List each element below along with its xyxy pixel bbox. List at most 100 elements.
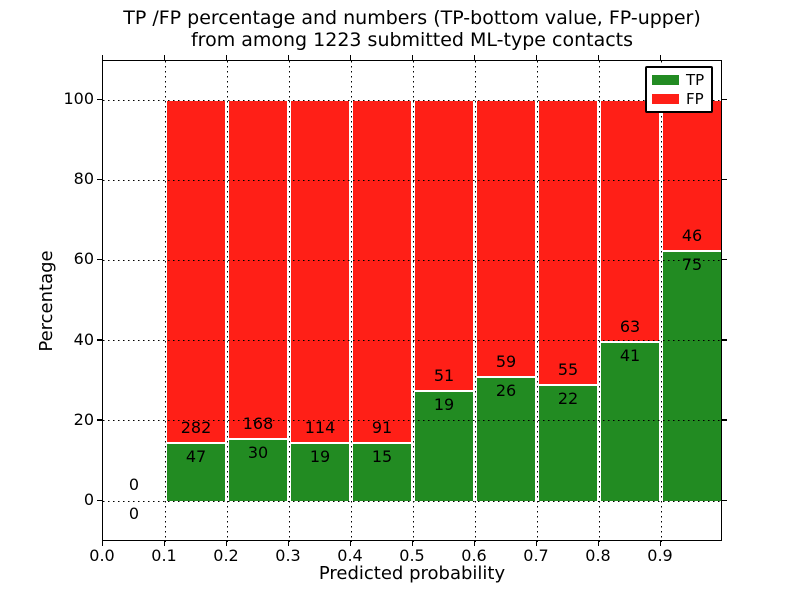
fp-count-label-0.7-0.8: 55 bbox=[557, 360, 579, 380]
x-tick-bottom-0.5 bbox=[411, 541, 413, 546]
y-axis-label: Percentage bbox=[36, 250, 57, 352]
bar-segment-fp-0.4-0.5 bbox=[353, 101, 411, 443]
x-tick-bottom-0.6 bbox=[473, 541, 475, 546]
bar-segment-tp-0.6-0.7 bbox=[477, 378, 535, 501]
fp-count-label-0.4-0.5: 91 bbox=[371, 418, 393, 438]
x-gridline-0.7 bbox=[537, 61, 538, 542]
bar-segment-tp-0.1-0.2 bbox=[167, 443, 225, 501]
legend-item-fp: FP bbox=[652, 91, 706, 107]
y-tick-left-40 bbox=[97, 339, 102, 341]
bar-segment-tp-0.8-0.9 bbox=[601, 342, 659, 501]
tp-count-label-0.1-0.2: 47 bbox=[185, 446, 207, 466]
fp-count-label-0.0-0.1: 0 bbox=[128, 475, 140, 494]
bar-segment-fp-0.8-0.9 bbox=[601, 101, 659, 341]
x-tick-bottom-0.7 bbox=[535, 541, 537, 546]
x-tick-label-0.2: 0.2 bbox=[213, 546, 239, 565]
legend-label-fp: FP bbox=[686, 89, 704, 108]
y-tick-label-80: 80 bbox=[73, 169, 94, 189]
bar-segment-fp-0.9-1.0 bbox=[663, 101, 721, 251]
y-tick-right-60 bbox=[722, 258, 727, 261]
x-gridline-0.8 bbox=[599, 61, 600, 542]
legend-label-tp: TP bbox=[686, 71, 705, 90]
bar-segment-fp-0.5-0.6 bbox=[415, 101, 473, 391]
y-tick-right-80 bbox=[722, 178, 727, 181]
y-tick-label-100: 100 bbox=[63, 89, 94, 108]
fp-count-label-0.5-0.6: 51 bbox=[433, 366, 455, 386]
chart-title-line-1: TP /FP percentage and numbers (TP-bottom… bbox=[123, 7, 701, 29]
bar-segment-tp-0.5-0.6 bbox=[415, 392, 473, 501]
x-tick-label-0.1: 0.1 bbox=[151, 546, 177, 565]
bar-segment-fp-0.2-0.3 bbox=[229, 101, 287, 439]
fp-count-label-0.2-0.3: 168 bbox=[242, 414, 274, 434]
x-tick-top-0.1 bbox=[163, 55, 165, 60]
x-gridline-0.9 bbox=[661, 61, 662, 542]
y-tick-label-20: 20 bbox=[73, 409, 94, 429]
x-gridline-0.6 bbox=[475, 61, 476, 542]
bar-segment-tp-0.3-0.4 bbox=[291, 443, 349, 501]
tp-count-label-0.2-0.3: 30 bbox=[247, 443, 269, 463]
fp-color-swatch bbox=[652, 93, 679, 104]
fp-count-label-0.9-1.0: 46 bbox=[681, 226, 703, 246]
x-tick-label-0.9: 0.9 bbox=[647, 546, 673, 565]
x-gridline-0.3 bbox=[289, 61, 290, 542]
chart-title: TP /FP percentage and numbers (TP-bottom… bbox=[102, 7, 722, 51]
x-tick-top-0.8 bbox=[597, 55, 599, 60]
x-tick-label-0.5: 0.5 bbox=[399, 546, 425, 565]
x-gridline-0.4 bbox=[351, 61, 352, 542]
x-tick-label-0.0: 0.0 bbox=[89, 546, 115, 565]
x-tick-label-0.4: 0.4 bbox=[337, 546, 363, 565]
x-tick-top-0.6 bbox=[473, 55, 475, 60]
y-tick-left-100 bbox=[97, 98, 102, 100]
bar-segment-fp-0.6-0.7 bbox=[477, 101, 535, 377]
y-tick-right-0 bbox=[722, 499, 727, 501]
fp-count-label-0.1-0.2: 282 bbox=[180, 417, 212, 437]
tp-count-label-0.3-0.4: 19 bbox=[309, 446, 331, 466]
bar-segment-fp-0.3-0.4 bbox=[291, 101, 349, 442]
tp-count-label-0.6-0.7: 26 bbox=[495, 381, 517, 401]
x-tick-top-0.7 bbox=[535, 55, 537, 60]
x-tick-bottom-0.9 bbox=[659, 541, 661, 546]
y-tick-left-60 bbox=[97, 258, 102, 261]
x-tick-bottom-0.8 bbox=[597, 541, 599, 546]
y-tick-left-0 bbox=[97, 499, 102, 501]
tp-count-label-0.4-0.5: 15 bbox=[371, 447, 393, 467]
y-tick-left-80 bbox=[97, 178, 102, 181]
tp-count-label-0.0-0.1: 0 bbox=[128, 504, 140, 523]
x-tick-top-0.5 bbox=[411, 55, 413, 60]
y-tick-label-0: 0 bbox=[83, 490, 94, 509]
x-tick-label-0.8: 0.8 bbox=[585, 546, 611, 565]
tp-count-label-0.5-0.6: 19 bbox=[433, 395, 455, 415]
x-tick-top-0.4 bbox=[349, 55, 351, 60]
bar-segment-tp-0.7-0.8 bbox=[539, 386, 597, 501]
legend: TP FP bbox=[645, 66, 713, 113]
tp-count-label-0.8-0.9: 41 bbox=[619, 345, 641, 365]
plot-area: 0 0 282 47 168 30 114 19 91 15 51 19 59 26 55 22 63 41 46 7… bbox=[102, 60, 723, 542]
x-tick-label-0.7: 0.7 bbox=[523, 546, 549, 565]
x-tick-bottom-0.0 bbox=[101, 541, 103, 546]
y-tick-label-60: 60 bbox=[73, 249, 94, 269]
legend-item-tp: TP bbox=[652, 72, 706, 88]
bar-segment-tp-0.9-1.0 bbox=[663, 252, 721, 501]
x-gridline-0.1 bbox=[165, 61, 166, 542]
x-tick-top-0.3 bbox=[287, 55, 289, 60]
bar-segment-tp-0.4-0.5 bbox=[353, 444, 411, 501]
x-tick-top-0.9 bbox=[659, 55, 661, 60]
y-tick-left-20 bbox=[97, 419, 102, 421]
y-tick-right-100 bbox=[722, 98, 727, 100]
tp-color-swatch bbox=[652, 75, 679, 86]
bar-segment-fp-0.7-0.8 bbox=[539, 101, 597, 385]
chart-title-line-2: from among 1223 submitted ML-type contac… bbox=[190, 29, 634, 51]
x-gridline-0.2 bbox=[227, 61, 228, 542]
y-tick-right-20 bbox=[722, 419, 727, 421]
x-tick-bottom-0.2 bbox=[225, 541, 227, 546]
bar-segment-fp-0.1-0.2 bbox=[167, 101, 225, 442]
fp-count-label-0.6-0.7: 59 bbox=[495, 352, 517, 372]
x-tick-top-0.0 bbox=[101, 55, 103, 60]
y-tick-label-40: 40 bbox=[73, 329, 94, 349]
x-tick-top-0.2 bbox=[225, 55, 227, 60]
x-tick-bottom-0.1 bbox=[163, 541, 165, 546]
x-tick-bottom-0.3 bbox=[287, 541, 289, 546]
fp-count-label-0.3-0.4: 114 bbox=[304, 417, 336, 437]
y-tick-right-40 bbox=[722, 339, 727, 341]
